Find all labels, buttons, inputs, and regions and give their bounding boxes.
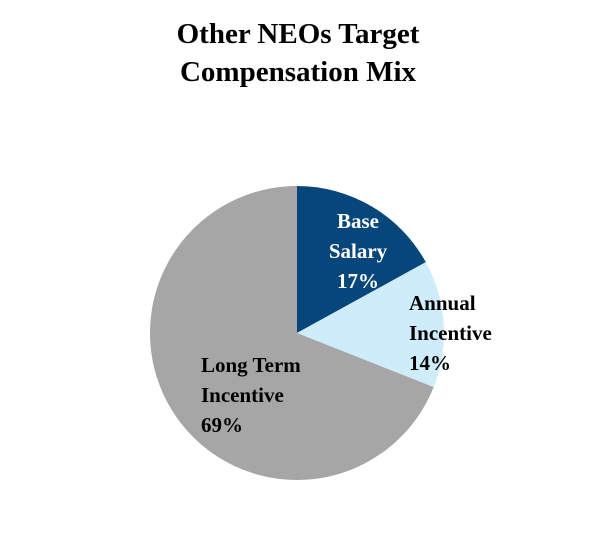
pie-slice-1 xyxy=(297,262,444,388)
pie-slice-2 xyxy=(149,186,434,481)
pie-slice-label-line: Salary xyxy=(329,239,388,263)
pie-slices xyxy=(149,186,444,481)
pie-slice-label-line: Long Term xyxy=(201,353,301,377)
chart-title-line-2: Compensation Mix xyxy=(179,56,417,88)
pie-slice-label-1: Annual Incentive 14% xyxy=(409,291,492,375)
pie-slice-label-line: Annual xyxy=(409,291,476,315)
pie-slice-label-line: Base xyxy=(337,209,379,233)
pie-slice-0 xyxy=(297,186,426,333)
pie-slice-label-0: Base Salary 17% xyxy=(329,209,388,293)
pie-slice-label-line: 14% xyxy=(409,351,451,375)
chart-title-line-1: Other NEOs Target xyxy=(176,18,420,50)
pie-slice-label-line: 69% xyxy=(201,413,243,437)
pie-slice-label-line: Incentive xyxy=(409,321,492,345)
pie-slice-labels: Base Salary 17% Annual Incentive 14% Long Term… xyxy=(201,209,492,437)
pie-slice-label-line: 17% xyxy=(337,269,379,293)
pie-slice-label-2: Long Term Incentive 69% xyxy=(201,353,301,437)
pie-slice-label-line: Incentive xyxy=(201,383,284,407)
